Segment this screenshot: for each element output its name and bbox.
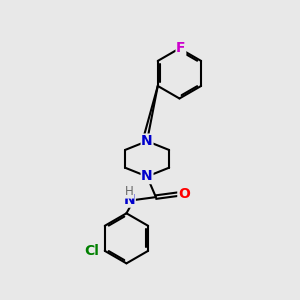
Text: F: F	[176, 41, 186, 56]
Text: H: H	[125, 185, 134, 198]
Text: N: N	[141, 134, 153, 148]
Text: Cl: Cl	[84, 244, 99, 258]
Text: N: N	[124, 193, 135, 207]
Text: N: N	[141, 169, 153, 184]
Text: O: O	[178, 187, 190, 201]
